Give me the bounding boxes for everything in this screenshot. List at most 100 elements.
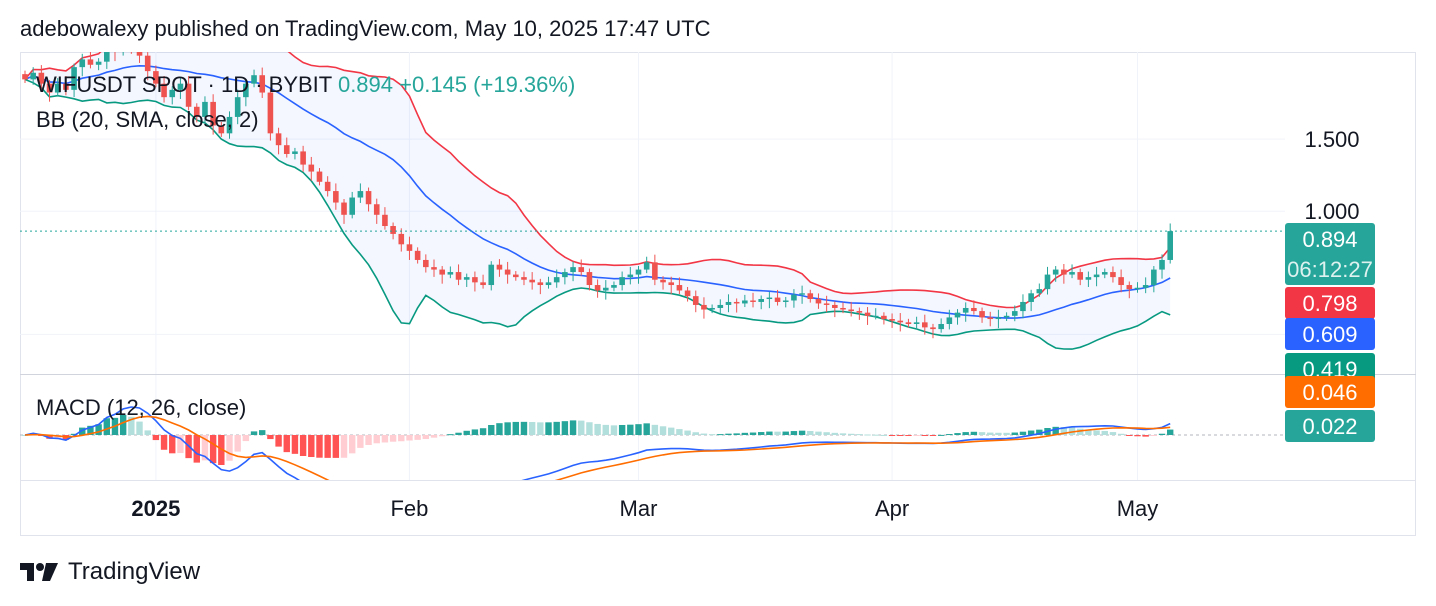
macd-histogram-bar [578, 420, 585, 435]
macd-histogram-bar [962, 432, 969, 435]
candle-body [799, 293, 805, 295]
candle [79, 53, 86, 77]
macd-histogram-bar [389, 435, 397, 442]
macd-histogram-bar [381, 435, 389, 443]
candle [63, 76, 69, 96]
candle [922, 314, 928, 335]
macd-histogram-bar [970, 431, 978, 435]
price-badge-bg [1285, 223, 1375, 285]
macd-histogram-bar [782, 431, 789, 435]
candle [570, 261, 576, 282]
candle [954, 309, 961, 325]
candle [578, 259, 585, 276]
macd-histogram-bar [406, 435, 413, 441]
candle-body [578, 267, 585, 273]
macd-histogram-bar [708, 434, 716, 436]
candle [1011, 305, 1018, 322]
candle-body [1134, 287, 1141, 290]
candle [807, 289, 814, 303]
candle [856, 307, 863, 320]
candle [185, 76, 192, 111]
macd-histogram-bar [684, 430, 691, 435]
candle [725, 294, 732, 313]
candle [504, 261, 511, 284]
candle-body [619, 277, 625, 286]
candle-body [750, 300, 756, 302]
macd-signal-line [24, 415, 1171, 480]
macd-histogram-bar [275, 435, 282, 447]
candle-body [1101, 272, 1108, 275]
time-axis-label: Mar [620, 496, 658, 521]
macd-histogram-bar [169, 435, 176, 454]
candle-body [815, 299, 822, 304]
candle [815, 293, 822, 309]
candle [259, 67, 266, 98]
candle [562, 268, 568, 285]
macd-histogram-bar [537, 422, 544, 435]
macd-badge: 0.046 [1285, 376, 1375, 408]
macd-histogram-bar [1126, 435, 1133, 436]
price-badge-value: 0.798 [1302, 291, 1357, 316]
macd-histogram-bar [177, 435, 184, 454]
macd-histogram-bar [1134, 435, 1141, 437]
candle-body [1011, 311, 1018, 316]
candle-body [1126, 285, 1133, 290]
macd-badge-value: 0.046 [1302, 380, 1357, 405]
candle [1159, 254, 1165, 279]
candle [864, 307, 871, 325]
macd-histogram-bar [815, 431, 822, 435]
candle-body [1003, 315, 1010, 318]
chart-canvas[interactable]: 1.5001.0000.89406:12:270.7980.6090.4190.… [20, 52, 1416, 536]
candle-body [562, 272, 568, 278]
macd-histogram-bar [758, 432, 765, 435]
candle [930, 323, 936, 339]
candle [423, 254, 429, 273]
candle-body [292, 151, 298, 154]
macd-histogram-bar [635, 424, 642, 435]
macd-histogram-bar [357, 435, 364, 448]
candle-body [275, 133, 282, 146]
macd-histogram-bar [414, 435, 421, 440]
candle-body [79, 59, 86, 68]
candle [1044, 266, 1051, 295]
candle-body [1028, 293, 1034, 302]
candle-body [1020, 301, 1026, 312]
macd-histogram-bar [954, 433, 961, 435]
candle-body [611, 285, 617, 288]
candle [782, 296, 789, 308]
candle [1118, 269, 1124, 293]
candle-body [1069, 272, 1075, 275]
price-badge: 0.609 [1285, 318, 1375, 350]
candle-body [987, 317, 994, 320]
candle-body [1093, 274, 1100, 278]
candle-body [210, 101, 216, 126]
candle [472, 271, 478, 292]
candle-body [513, 274, 519, 278]
candle [643, 256, 650, 274]
macd-legend[interactable]: MACD (12, 26, close) [36, 395, 247, 420]
candle [398, 228, 405, 252]
candle-body [300, 151, 306, 165]
macd-histogram-bar [1158, 433, 1166, 435]
candle [177, 78, 184, 99]
candle [1052, 266, 1059, 282]
candle [46, 80, 53, 102]
symbol-legend[interactable]: WIFUSDT SPOT · 1D · BYBIT 0.894 +0.145 (… [36, 72, 575, 98]
bb-legend[interactable]: BB (20, SMA, close, 2) [36, 107, 259, 132]
chart-frame [20, 52, 1416, 536]
candle-body [504, 269, 511, 275]
candle-body [602, 287, 609, 291]
macd-histogram-bar [46, 435, 53, 439]
candle [995, 309, 1002, 329]
candle-body [864, 312, 871, 316]
macd-histogram-bar [1036, 429, 1043, 435]
candle [545, 276, 552, 289]
candle [1069, 264, 1075, 279]
macd-histogram-bar [365, 435, 372, 445]
candle [87, 52, 94, 69]
candle-body [1061, 269, 1067, 275]
candle [1167, 223, 1173, 264]
time-axis-label: Feb [390, 496, 428, 521]
macd-histogram-bar [872, 434, 879, 436]
candle-body [488, 264, 495, 286]
